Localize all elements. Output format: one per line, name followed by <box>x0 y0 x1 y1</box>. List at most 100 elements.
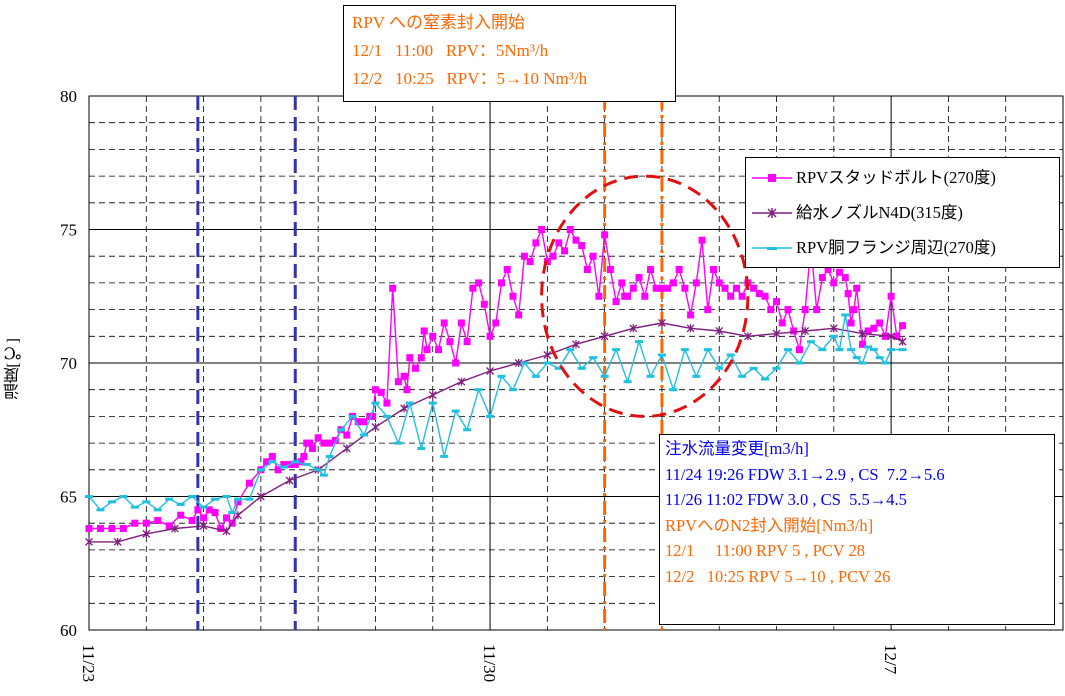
data-point <box>538 226 546 233</box>
data-point <box>400 372 408 380</box>
data-point <box>245 479 253 487</box>
note-line-1: RPV への窒素封入開始 <box>352 13 526 32</box>
data-point <box>412 364 420 372</box>
data-point <box>572 340 580 349</box>
data-point <box>457 377 466 386</box>
data-point <box>234 498 242 506</box>
data-point <box>801 306 809 314</box>
data-point <box>297 458 305 466</box>
data-point <box>749 366 758 370</box>
data-point <box>503 266 511 274</box>
data-point <box>595 292 603 300</box>
data-point <box>578 242 586 250</box>
data-point <box>369 412 377 420</box>
data-point <box>342 444 351 453</box>
data-point <box>773 298 781 306</box>
data-point <box>858 340 866 348</box>
data-point <box>893 332 901 340</box>
data-point <box>801 326 810 335</box>
data-point <box>818 348 827 352</box>
data-point <box>703 348 712 352</box>
data-point <box>428 401 437 405</box>
data-point <box>657 318 666 327</box>
data-point <box>864 327 872 335</box>
data-point <box>858 329 867 338</box>
data-point <box>400 404 409 413</box>
data-point <box>268 452 276 460</box>
x-tick-label: 11/23 <box>79 644 98 682</box>
y-tick-label: 75 <box>60 221 77 240</box>
data-point <box>829 334 838 338</box>
data-point <box>474 388 483 392</box>
data-point <box>635 274 643 282</box>
data-point <box>291 460 300 464</box>
data-point <box>228 511 237 515</box>
data-point <box>795 346 803 354</box>
data-point <box>899 322 907 330</box>
data-point <box>532 239 540 247</box>
data-point <box>452 359 460 367</box>
data-point <box>680 348 689 352</box>
data-point <box>371 401 380 405</box>
data-point <box>85 525 93 533</box>
data-point <box>566 348 575 352</box>
data-point <box>256 492 265 501</box>
data-point <box>383 399 391 407</box>
data-point <box>715 279 723 287</box>
data-point <box>606 266 614 274</box>
data-point <box>306 439 314 447</box>
data-point <box>188 517 196 525</box>
data-point <box>847 319 855 327</box>
data-point <box>692 374 701 378</box>
data-point <box>457 319 465 327</box>
data-point <box>108 525 116 533</box>
data-point <box>463 338 471 346</box>
data-point <box>869 348 878 352</box>
data-point <box>600 332 609 341</box>
data-point <box>498 279 506 287</box>
data-point <box>107 500 116 504</box>
data-point <box>887 292 895 300</box>
data-point <box>285 476 294 485</box>
data-point <box>222 527 231 536</box>
data-point <box>223 514 231 522</box>
data-point <box>583 266 591 274</box>
data-point <box>377 388 385 396</box>
data-point <box>577 366 586 370</box>
data-point <box>509 292 517 300</box>
data-point <box>382 414 391 418</box>
data-point <box>629 324 638 333</box>
data-point <box>343 431 351 439</box>
data-point <box>715 326 724 335</box>
data-point <box>783 348 792 352</box>
data-point <box>85 537 93 546</box>
nitrogen-injection-note: RPV への窒素封入開始 12/1 11:00 RPV：5Nm³/h 12/2 … <box>343 5 676 102</box>
data-point <box>113 537 122 546</box>
data-point <box>320 439 328 447</box>
data-point <box>302 462 311 466</box>
data-point <box>205 506 213 514</box>
data-point <box>85 495 93 498</box>
data-point <box>131 519 139 527</box>
data-point <box>371 423 380 432</box>
data-point <box>761 377 770 381</box>
data-point <box>403 386 411 394</box>
data-point <box>850 306 858 314</box>
data-point <box>394 441 403 445</box>
data-point <box>681 284 689 292</box>
note-line-2: 12/1 11:00 RPV：5Nm³/h <box>352 41 549 60</box>
data-point <box>612 298 620 306</box>
highlight-ellipse <box>540 174 750 418</box>
data-point <box>755 290 763 298</box>
data-point <box>492 319 500 327</box>
data-point <box>750 284 758 292</box>
data-point <box>96 525 104 533</box>
legend-label-stud-bolt: RPVスタッドボルト(270度) <box>796 168 996 187</box>
data-point <box>704 306 712 314</box>
data-point <box>480 300 488 308</box>
data-point <box>222 495 231 498</box>
data-point <box>561 247 569 255</box>
data-point <box>844 290 852 298</box>
data-point <box>486 367 495 376</box>
data-point <box>434 346 442 354</box>
